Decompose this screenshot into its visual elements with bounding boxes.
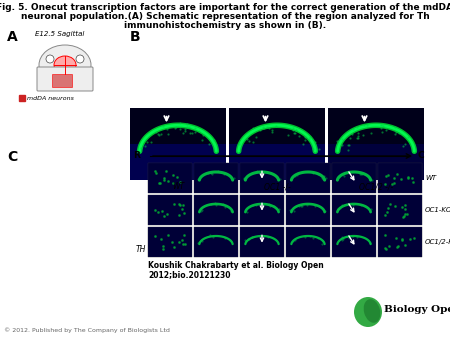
Ellipse shape — [364, 299, 380, 323]
Text: C: C — [7, 150, 17, 164]
Text: immunohistochemistry as shown in (B).: immunohistochemistry as shown in (B). — [124, 21, 326, 30]
Circle shape — [76, 55, 84, 63]
Bar — [332, 227, 376, 257]
Text: 2012;bio.20121230: 2012;bio.20121230 — [148, 270, 230, 279]
Bar — [240, 163, 284, 193]
Text: A: A — [7, 30, 18, 44]
Bar — [332, 163, 376, 193]
Bar — [286, 163, 330, 193]
Text: Koushik Chakrabarty et al. Biology Open: Koushik Chakrabarty et al. Biology Open — [148, 261, 324, 270]
Bar — [52, 74, 72, 87]
Bar — [332, 195, 376, 225]
Bar — [194, 163, 238, 193]
Bar — [328, 108, 424, 180]
Bar — [229, 144, 325, 180]
Bar — [286, 227, 330, 257]
Text: © 2012. Published by The Company of Biologists Ltd: © 2012. Published by The Company of Biol… — [4, 328, 170, 333]
Bar — [240, 195, 284, 225]
Bar — [286, 227, 330, 257]
Bar — [332, 163, 376, 193]
Text: C: C — [418, 151, 425, 161]
Text: E12.5 Sagittal: E12.5 Sagittal — [35, 31, 85, 37]
Bar — [194, 195, 238, 225]
Text: OC1-KO: OC1-KO — [425, 207, 450, 213]
Text: TH: TH — [135, 245, 146, 254]
Bar — [148, 163, 192, 193]
Text: Biology Open: Biology Open — [384, 306, 450, 314]
Bar — [286, 195, 330, 225]
Bar — [240, 227, 284, 257]
Circle shape — [46, 55, 54, 63]
Bar — [286, 195, 330, 225]
Bar — [148, 163, 192, 193]
Bar — [148, 227, 192, 257]
Bar — [148, 227, 192, 257]
Bar — [240, 163, 284, 193]
Bar — [378, 227, 422, 257]
Bar — [332, 195, 376, 225]
Bar — [194, 195, 238, 225]
Text: OC1/2 -/-: OC1/2 -/- — [359, 182, 393, 191]
Bar — [378, 227, 422, 257]
Bar — [378, 163, 422, 193]
Text: mdDA neurons: mdDA neurons — [27, 96, 74, 100]
Ellipse shape — [39, 45, 91, 85]
Text: R: R — [133, 151, 140, 161]
Ellipse shape — [54, 56, 76, 74]
Bar — [378, 195, 422, 225]
Bar — [148, 195, 192, 225]
Text: OC1 -/-: OC1 -/- — [264, 182, 290, 191]
Bar — [194, 227, 238, 257]
Text: neuronal population.(A) Schematic representation of the region analyzed for Th: neuronal population.(A) Schematic repres… — [21, 12, 429, 21]
Text: WT: WT — [172, 182, 184, 191]
Bar — [148, 195, 192, 225]
Bar — [378, 163, 422, 193]
Bar — [328, 144, 424, 180]
Bar — [130, 108, 226, 180]
Bar — [328, 108, 424, 180]
Text: WT: WT — [425, 175, 436, 181]
Text: B: B — [130, 30, 140, 44]
FancyBboxPatch shape — [37, 67, 93, 91]
Bar — [194, 163, 238, 193]
Text: Fig. 5. Onecut transcription factors are important for the correct generation of: Fig. 5. Onecut transcription factors are… — [0, 3, 450, 12]
Ellipse shape — [354, 297, 382, 327]
Bar — [194, 227, 238, 257]
Bar — [286, 163, 330, 193]
Bar — [229, 108, 325, 180]
Bar — [378, 195, 422, 225]
Bar — [332, 227, 376, 257]
Bar — [240, 227, 284, 257]
Bar — [240, 195, 284, 225]
Bar — [130, 144, 226, 180]
Text: OC1/2-KO: OC1/2-KO — [425, 239, 450, 245]
